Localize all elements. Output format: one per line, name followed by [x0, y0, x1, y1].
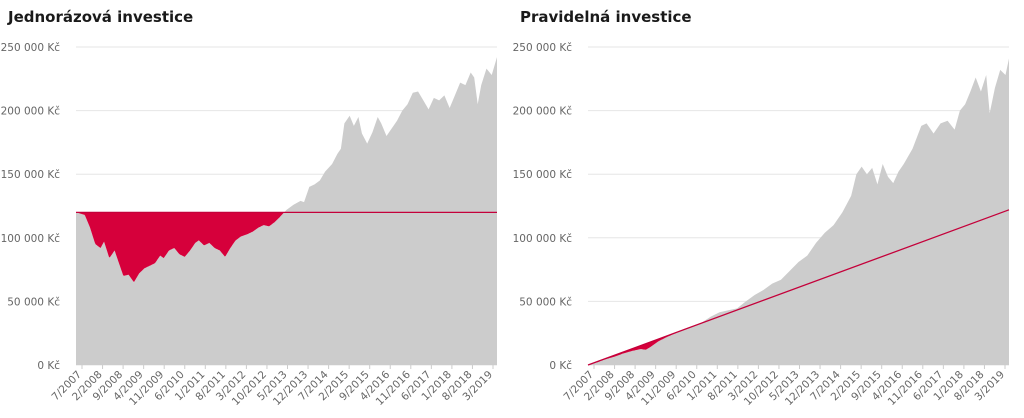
- y-tick-label: 200 000 Kč: [513, 106, 573, 118]
- chart-title: Pravidelná investice: [520, 8, 692, 26]
- y-tick-label: 50 000 Kč: [519, 296, 572, 308]
- invested-amount-line: [587, 209, 1010, 366]
- chart-lump-sum: 0 Kč 50 000 Kč 100 000 Kč 150 000 Kč 200 000…: [1, 42, 497, 408]
- y-tick-label: 50 000 Kč: [7, 296, 60, 308]
- y-tick-label: 150 000 Kč: [1, 169, 61, 181]
- loss-area: [76, 212, 284, 282]
- y-tick-label: 0 Kč: [37, 360, 60, 372]
- chart-title: Jednorázová investice: [8, 8, 194, 26]
- chart-regular: 0 Kč 50 000 Kč 100 000 Kč 150 000 Kč 200 000…: [513, 42, 1010, 408]
- y-tick-label: 100 000 Kč: [1, 233, 61, 245]
- portfolio-value-area: [76, 57, 497, 366]
- y-tick-label: 250 000 Kč: [1, 42, 61, 54]
- chart-panel-lump-sum: Jednorázová investice 0 Kč 50 000 Kč 100 0…: [1, 8, 497, 408]
- chart-panel-regular: Pravidelná investice 0 Kč 50 000 Kč 100 00…: [512, 0, 1024, 418]
- y-tick-label: 0 Kč: [549, 360, 572, 372]
- y-tick-label: 150 000 Kč: [513, 169, 573, 181]
- y-tick-label: 250 000 Kč: [513, 42, 573, 54]
- portfolio-value-area: [588, 58, 1009, 366]
- y-tick-label: 200 000 Kč: [1, 106, 61, 118]
- y-tick-label: 100 000 Kč: [513, 233, 573, 245]
